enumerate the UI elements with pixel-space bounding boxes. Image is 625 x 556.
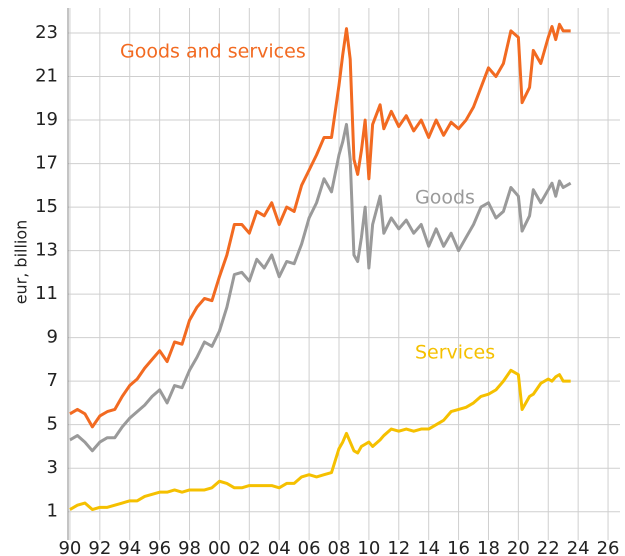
x-tick-label: 14 — [417, 538, 440, 556]
x-tick-label: 96 — [148, 538, 171, 556]
x-tick-label: 26 — [597, 538, 620, 556]
x-tick-label: 04 — [268, 538, 291, 556]
x-tick-label: 20 — [507, 538, 530, 556]
x-tick-label: 06 — [298, 538, 321, 556]
x-tick-label: 10 — [357, 538, 380, 556]
y-tick-label: 7 — [47, 370, 58, 391]
y-tick-label: 19 — [35, 109, 58, 130]
x-tick-label: 94 — [118, 538, 141, 556]
y-tick-label: 17 — [35, 153, 58, 174]
y-tick-label: 1 — [47, 501, 58, 522]
x-tick-label: 22 — [537, 538, 560, 556]
y-tick-label: 3 — [47, 457, 58, 478]
x-tick-label: 90 — [58, 538, 81, 556]
y-tick-label: 15 — [35, 196, 58, 217]
x-tick-label: 92 — [88, 538, 111, 556]
x-tick-label: 24 — [567, 538, 590, 556]
y-axis-label: eur, billion — [12, 220, 31, 305]
y-tick-label: 21 — [35, 66, 58, 87]
x-tick-label: 16 — [447, 538, 470, 556]
x-tick-label: 18 — [477, 538, 500, 556]
y-tick-label: 11 — [35, 283, 58, 304]
y-tick-label: 5 — [47, 414, 58, 435]
y-tick-label: 9 — [47, 327, 58, 348]
x-tick-label: 02 — [238, 538, 261, 556]
series-line — [69, 22, 571, 429]
x-tick-label: 08 — [328, 538, 351, 556]
y-tick-label: 13 — [35, 240, 58, 261]
series-label: Goods — [415, 187, 475, 209]
y-tick-label: 23 — [35, 22, 58, 43]
x-tick-label: 98 — [178, 538, 201, 556]
series-line — [69, 368, 571, 512]
series-label: Goods and services — [120, 41, 306, 63]
x-tick-label: 00 — [208, 538, 231, 556]
series-label: Services — [415, 342, 495, 364]
x-tick-label: 12 — [387, 538, 410, 556]
series-line — [69, 122, 572, 453]
